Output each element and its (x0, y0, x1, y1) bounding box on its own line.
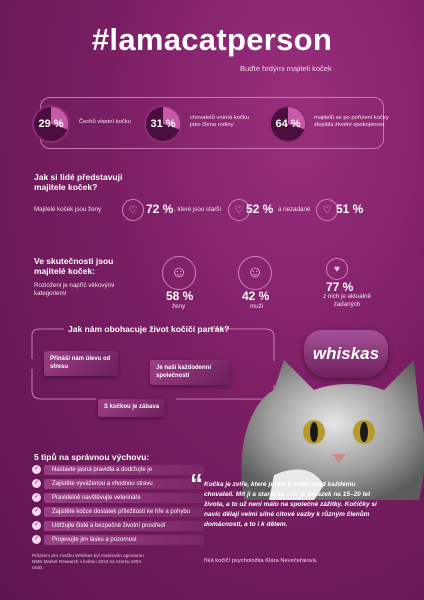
paw-icon: ✓ (32, 465, 41, 474)
benefit-chip-1: Přináší nám úlevu od stresu (44, 351, 118, 376)
benefit-chip-3: S kočkou je zábava (98, 399, 166, 417)
footnote: Průzkum pro značku Whiskas byl realizová… (32, 553, 144, 570)
perception-lead: Majitelé koček jsou ženy (34, 206, 102, 213)
reality-text: Rozloženi je napříč věkovými kategoriemi (34, 282, 115, 297)
perception-value-2: 52 % (246, 202, 274, 216)
heart-icon: ♡ (122, 199, 144, 221)
paw-icon: ✓ (32, 535, 41, 544)
reality-heading: Ve skutečnosti jsou majitelé koček: (34, 256, 114, 276)
tips-heading: 5 tipů na správnou výchovu: (34, 452, 150, 462)
quote-text: Kočka je zvíře, které přilne k srdci sna… (204, 481, 377, 528)
benefit-chip-2: Je naší každodenní společností (150, 360, 230, 385)
paw-icon: ✓ (32, 479, 41, 488)
men-label: muži (250, 303, 264, 310)
benefits-connector (31, 328, 275, 400)
whiskas-logo: whiskas (304, 330, 388, 378)
perception-value-1: 72 % (146, 202, 174, 216)
single-label: z nich je aktuálně zadaných (323, 293, 371, 308)
page-title: #lamacatperson (91, 22, 333, 57)
tip-item: Nastavte jasná pravidla a dodržujte je (44, 465, 204, 475)
perception-text-1: , které jsou starší (174, 206, 222, 213)
stat-label-1: Čechů vlastní kočku (79, 119, 131, 125)
perception-value-3: 51 % (336, 202, 364, 216)
quote-mark: “ (190, 468, 203, 498)
men-value: 42 % (242, 289, 270, 303)
cat-image (241, 360, 424, 500)
women-value: 58 % (166, 289, 194, 303)
page-subtitle: Buďte hrdými majiteli koček (240, 64, 332, 73)
stat-circle-3: 64 % (271, 107, 305, 141)
stat-circle-2: 31 % (146, 107, 180, 141)
tip-item: Projevujte jim lásku a pozornost (44, 535, 204, 545)
paw-icon: ✓ (32, 507, 41, 516)
tip-item: Udržujte čisté a bezpečné životní prostř… (44, 521, 204, 531)
perception-text-2: a nezadané (278, 206, 311, 213)
benefits-heading: Jak nám obohacuje život kočičí parťák? (68, 324, 230, 334)
women-label: ženy (172, 303, 186, 310)
tip-item: Zajistěte vyváženou a vhodnou stravu (44, 479, 204, 489)
perception-heading: Jak si lidé představují majitele koček? (34, 172, 123, 192)
tip-item: Zajistěte kočce dostatek příležitostí ke… (44, 507, 204, 517)
man-icon: ☺ (238, 256, 272, 290)
heart-icon: ♡ (316, 199, 338, 221)
woman-icon: ☺ (162, 256, 196, 290)
tip-item: Pravidelně navštěvujte veterináře (44, 493, 204, 503)
quote-author: říká kočičí psycholožka Klára Nevečeřalo… (204, 558, 318, 564)
stat-label-2: chovatelů vnímá kočku jako člena rodiny (190, 115, 249, 128)
stat-label-3: majitelů se po pořízení kočky zlepšila ž… (314, 115, 389, 128)
paw-icon: ✓ (32, 493, 41, 502)
heart-icon: ♡ (228, 199, 250, 221)
paw-icon: ✓ (32, 521, 41, 530)
heart-icon: ♥ (326, 258, 348, 280)
stat-circle-1: 29 % (34, 107, 68, 141)
single-value: 77 % (326, 280, 354, 294)
